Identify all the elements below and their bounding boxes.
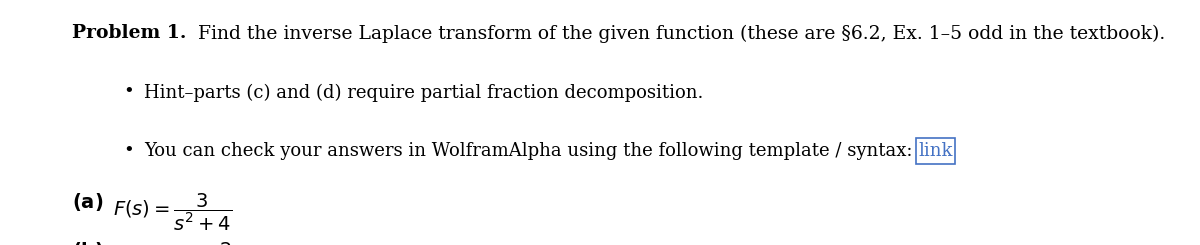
Text: $F(s) = \dfrac{3}{s^2+4}$: $F(s) = \dfrac{3}{s^2+4}$	[113, 191, 232, 233]
Text: •: •	[124, 83, 134, 101]
Text: Find the inverse Laplace transform of the given function (these are §6.2, Ex. 1–: Find the inverse Laplace transform of th…	[186, 24, 1165, 43]
Text: $F(s) = \dfrac{2}{s^2+3s-4}$: $F(s) = \dfrac{2}{s^2+3s-4}$	[114, 240, 280, 245]
Text: link: link	[918, 142, 953, 160]
Text: You can check your answers in WolframAlpha using the following template / syntax: You can check your answers in WolframAlp…	[144, 142, 918, 160]
Text: Hint–parts (c) and (d) require partial fraction decomposition.: Hint–parts (c) and (d) require partial f…	[144, 83, 703, 101]
Text: $\mathbf{(b)}$: $\mathbf{(b)}$	[72, 240, 104, 245]
Text: $\mathbf{(a)}$: $\mathbf{(a)}$	[72, 191, 103, 213]
Text: Problem 1.: Problem 1.	[72, 24, 186, 42]
Text: •: •	[124, 142, 134, 160]
